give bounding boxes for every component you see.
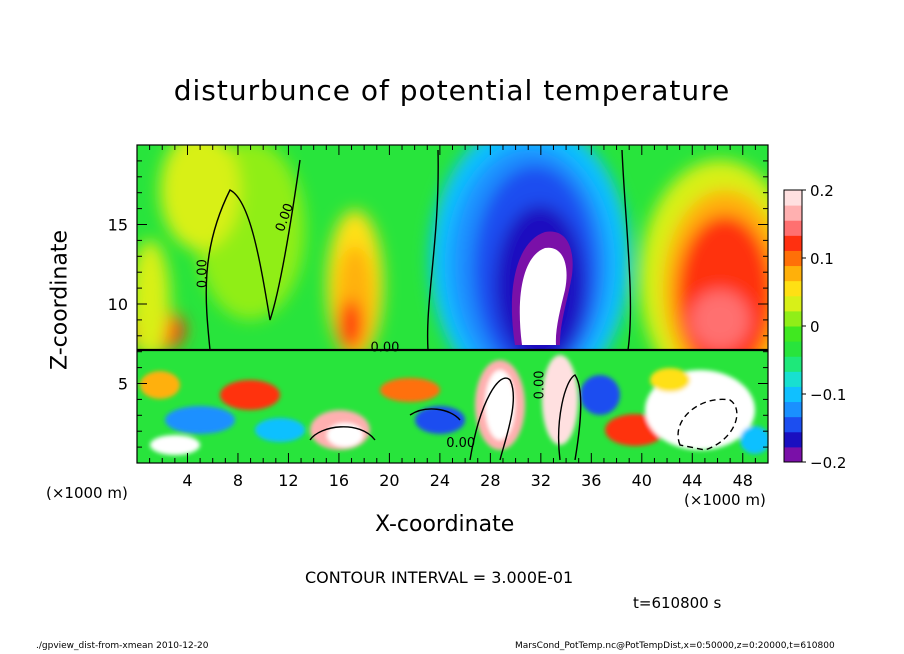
colorbar-bin: [784, 386, 802, 403]
x-tick-label: 24: [430, 471, 450, 490]
x-unit-right: (×1000 m): [684, 491, 766, 509]
x-tick-label: 44: [682, 471, 702, 490]
footer-right: MarsCond_PotTemp.nc@PotTempDist,x=0:5000…: [515, 641, 835, 651]
colorbar-bin: [784, 310, 802, 327]
colorbar-tick-label: 0: [810, 318, 820, 336]
x-axis-label: X-coordinate: [375, 512, 515, 537]
y-tick-label: 5: [118, 375, 128, 394]
colorbar-bin: [784, 235, 802, 251]
heatmap-field: [137, 145, 768, 463]
colorbar-bin: [784, 356, 802, 372]
colorbar-bin: [784, 265, 802, 282]
colorbar-bin: [784, 371, 802, 387]
footer-left: ./gpview_dist-from-xmean 2010-12-20: [36, 641, 209, 651]
colorbar-bin: [784, 220, 802, 236]
x-axis: 4 8 12 16 20 24 28 32 36 40 44 48: [149, 145, 756, 490]
x-tick-label: 28: [480, 471, 500, 490]
chart-title: disturbunce of potential temperature: [173, 74, 731, 107]
y-axis-label: Z-coordinate: [47, 230, 73, 370]
x-tick-label: 12: [278, 471, 298, 490]
x-tick-label: 20: [379, 471, 399, 490]
contour-interval: CONTOUR INTERVAL = 3.000E-01: [305, 568, 574, 587]
colorbar-bin: [784, 431, 802, 448]
colorbar-bin: [784, 341, 802, 357]
colorbar-tick-label: −0.1: [810, 386, 846, 404]
x-tick-label: 4: [182, 471, 192, 490]
colorbar-bin: [784, 446, 802, 463]
colorbar-tick-label: −0.2: [810, 454, 846, 472]
colorbar-bin: [784, 401, 802, 418]
time-stamp: t=610800 s: [633, 594, 722, 612]
colorbar-bin: [784, 295, 802, 312]
y-axis: 5 10 15: [108, 160, 768, 448]
y-tick-label: 15: [108, 216, 128, 235]
colorbar: 0.2 0.1 0 −0.1 −0.2: [783, 182, 846, 472]
colorbar-bin: [784, 190, 802, 206]
contour-label: 0.00: [195, 259, 210, 288]
colorbar-bin: [784, 416, 802, 433]
x-tick-label: 32: [531, 471, 551, 490]
x-tick-label: 16: [329, 471, 349, 490]
colorbar-bin: [784, 280, 802, 297]
colorbar-bin: [784, 250, 802, 267]
x-tick-label: 8: [233, 471, 243, 490]
x-unit-left: (×1000 m): [46, 484, 128, 502]
contour-label: 0.00: [446, 436, 475, 451]
contour-label: 0.00: [370, 341, 399, 356]
colorbar-bin: [784, 205, 802, 221]
y-tick-label: 10: [108, 295, 128, 314]
contour-label: 0.00: [532, 370, 547, 399]
colorbar-bin: [784, 326, 802, 342]
x-tick-label: 48: [733, 471, 753, 490]
x-tick-label: 40: [632, 471, 652, 490]
colorbar-tick-label: 0.1: [810, 250, 834, 268]
contour-labels: 0.000.000.000.000.00: [195, 201, 547, 451]
colorbar-tick-label: 0.2: [810, 182, 834, 200]
x-tick-label: 36: [581, 471, 601, 490]
